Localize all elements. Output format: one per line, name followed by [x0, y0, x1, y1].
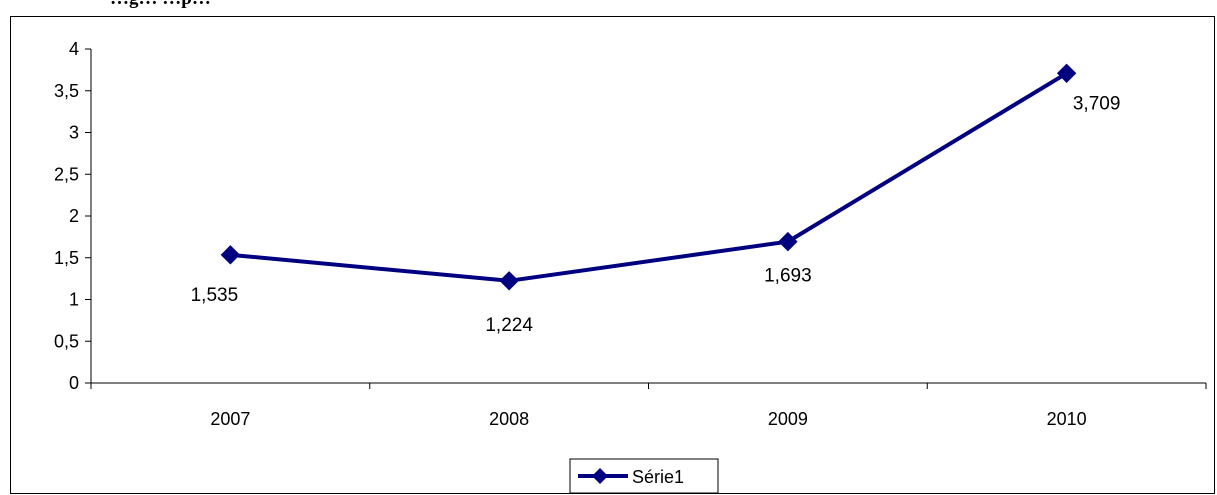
- data-label: 1,535: [191, 285, 239, 306]
- series-group: [220, 63, 1077, 291]
- data-labels: 1,535 1,224 1,693 3,709: [191, 93, 1121, 335]
- y-tick-label: 3,5: [54, 81, 79, 101]
- legend: Série1: [569, 458, 719, 494]
- x-tick-label: 2009: [768, 409, 808, 429]
- data-label: 1,693: [764, 266, 812, 287]
- x-axis: 2007 2008 2009 2010: [90, 382, 1207, 429]
- x-tick-label: 2008: [489, 409, 529, 429]
- y-tick-label: 0: [69, 373, 79, 393]
- y-tick-label: 4: [69, 39, 79, 59]
- legend-marker-swatch: [592, 468, 608, 484]
- data-label: 3,709: [1073, 93, 1121, 114]
- x-tick-label: 2010: [1047, 409, 1087, 429]
- y-tick-label: 1: [69, 290, 79, 310]
- chart-area: 0 0,5 1 1,5 2 2,5 3 3,5 4 2007 2008 2009 2010 1,535…: [10, 16, 1215, 494]
- y-tick-label: 0,5: [54, 331, 79, 351]
- chart-title-text: …g… …p…: [110, 0, 211, 9]
- data-point-marker: [1056, 63, 1077, 84]
- series-line: [230, 71, 1068, 283]
- legend-label: Série1: [632, 467, 684, 487]
- y-tick-label: 2: [69, 206, 79, 226]
- x-tick-label: 2007: [210, 409, 250, 429]
- data-point-marker: [220, 245, 241, 265]
- y-tick-label: 1,5: [54, 248, 79, 268]
- data-label: 1,224: [485, 315, 533, 336]
- line-chart: 0 0,5 1 1,5 2 2,5 3 3,5 4 2007 2008 2009 2010 1,535…: [54, 39, 1207, 494]
- y-tick-label: 2,5: [54, 164, 79, 184]
- data-point-marker: [499, 271, 519, 291]
- y-axis: 0 0,5 1 1,5 2 2,5 3 3,5 4: [54, 39, 92, 393]
- chart-title-partial: …g… …p…: [0, 0, 1217, 10]
- y-tick-label: 3: [69, 123, 79, 143]
- data-point-marker: [778, 231, 798, 252]
